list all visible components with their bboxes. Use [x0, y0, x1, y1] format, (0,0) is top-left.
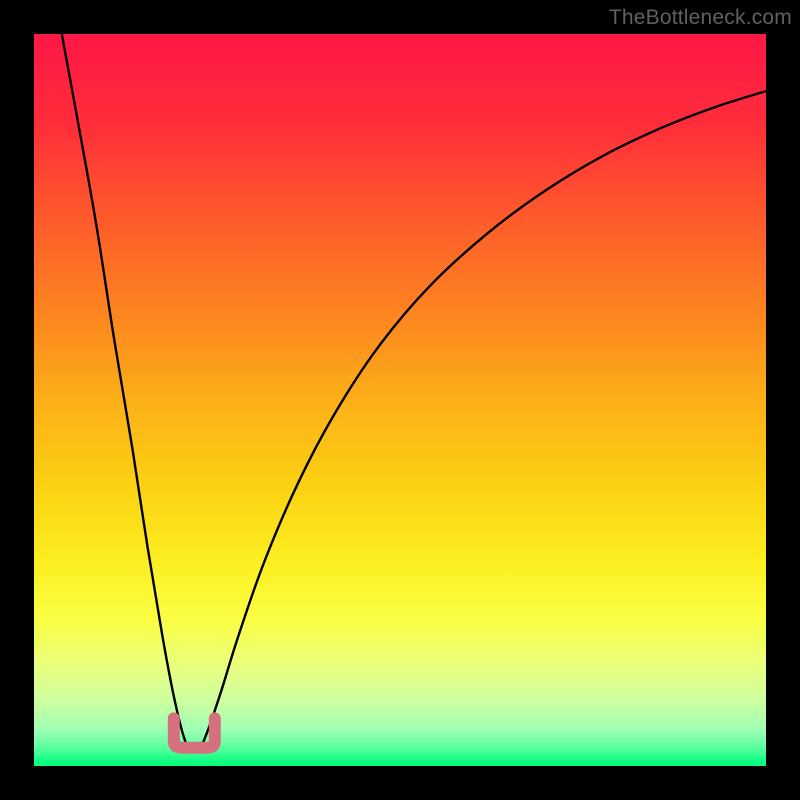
watermark-text: TheBottleneck.com [609, 6, 792, 30]
curve-svg [34, 34, 766, 766]
curve-right-branch [199, 91, 766, 753]
figure-root: TheBottleneck.com [0, 0, 800, 800]
plot-area [34, 34, 766, 766]
curve-left-branch [62, 34, 190, 753]
